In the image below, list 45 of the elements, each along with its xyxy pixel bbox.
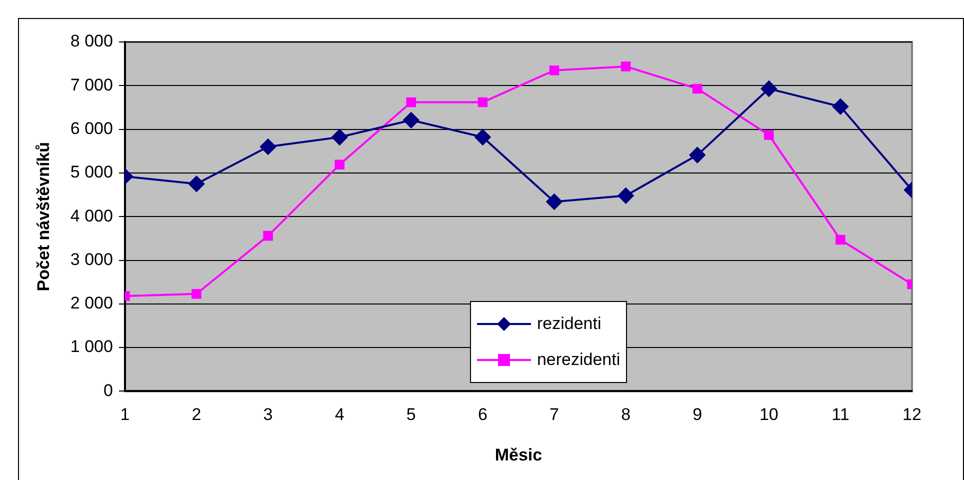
x-tick-label: 5 — [406, 405, 416, 424]
y-tick-label: 1 000 — [70, 337, 113, 356]
point — [546, 194, 562, 210]
x-axis-title: Měsic — [494, 445, 542, 464]
point — [549, 65, 560, 76]
x-tick-label: 2 — [192, 405, 202, 424]
x-tick-label: 4 — [334, 405, 344, 424]
point — [406, 97, 416, 108]
x-tick-label: 6 — [478, 405, 488, 424]
point — [692, 84, 702, 94]
point — [332, 129, 348, 146]
point — [618, 188, 634, 204]
y-tick-label: 3 000 — [70, 250, 113, 269]
point — [689, 147, 706, 164]
point — [478, 97, 488, 108]
y-tick-label: 7 000 — [70, 75, 113, 94]
point — [334, 160, 344, 170]
x-tick-label: 9 — [692, 405, 702, 424]
x-tick-label: 8 — [621, 405, 631, 424]
legend-label: nerezidenti — [536, 350, 620, 370]
point — [620, 62, 631, 72]
point — [192, 288, 202, 299]
x-tick-label: 12 — [902, 405, 922, 424]
point — [764, 130, 774, 140]
y-tick-label: 4 000 — [70, 206, 113, 226]
point — [836, 234, 846, 245]
point — [474, 129, 491, 146]
point — [832, 98, 848, 115]
y-tick-label: 6 000 — [70, 118, 113, 138]
point — [260, 138, 276, 155]
x-tick-label: 1 — [120, 405, 130, 424]
point — [760, 80, 777, 97]
y-tick-label: 8 000 — [70, 32, 113, 51]
point — [263, 230, 273, 241]
point — [403, 112, 420, 128]
y-tick-label: 0 — [103, 380, 113, 400]
y-tick-label: 2 000 — [70, 294, 113, 313]
legend-label: rezidenti — [536, 314, 602, 334]
point — [188, 176, 204, 192]
y-axis-title: Počet návštěvníků — [34, 142, 53, 292]
x-tick-label: 3 — [263, 405, 273, 424]
x-tick-label: 11 — [832, 405, 850, 424]
y-tick-label: 5 000 — [70, 162, 113, 182]
x-tick-label: 7 — [550, 405, 559, 424]
x-tick-label: 10 — [759, 405, 778, 424]
